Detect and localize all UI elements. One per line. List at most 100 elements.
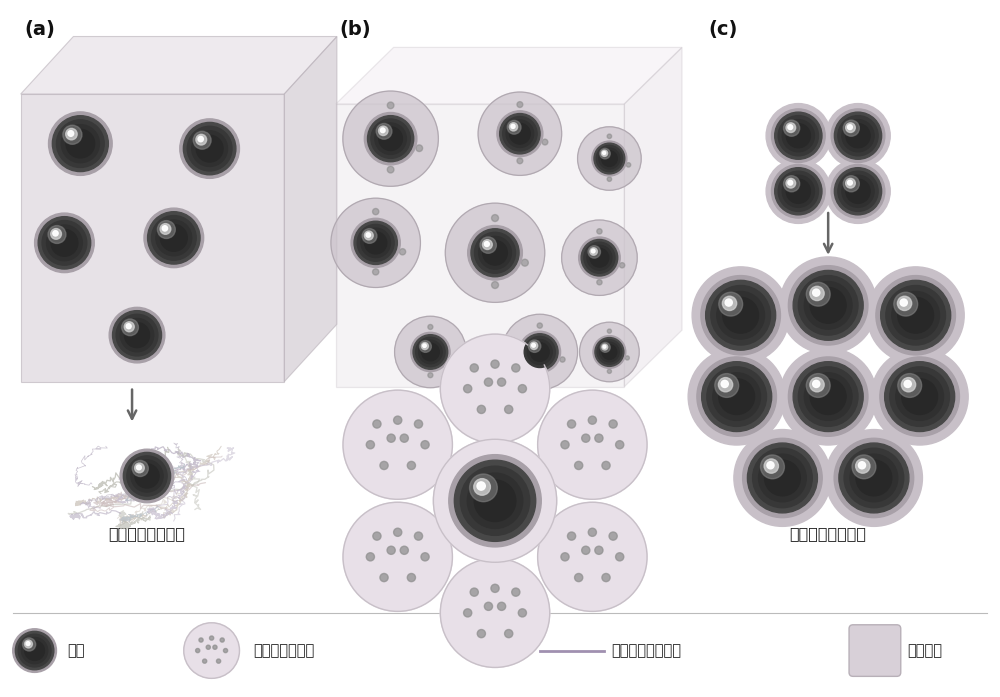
Circle shape [561,441,569,449]
Circle shape [478,92,562,176]
Circle shape [771,164,825,218]
Circle shape [778,171,818,211]
Circle shape [379,127,402,151]
Circle shape [428,325,433,330]
Circle shape [600,342,619,362]
Circle shape [407,574,415,582]
Circle shape [68,130,74,137]
Circle shape [619,263,625,268]
Circle shape [846,123,870,148]
Circle shape [885,362,955,431]
Circle shape [856,459,870,473]
Circle shape [784,176,800,192]
Circle shape [416,145,423,151]
Circle shape [157,221,175,238]
Circle shape [825,429,922,526]
Circle shape [421,342,428,350]
Circle shape [331,198,420,287]
Circle shape [881,280,951,350]
Circle shape [846,178,855,188]
Circle shape [192,131,228,167]
Circle shape [793,362,863,431]
Circle shape [196,135,207,145]
Circle shape [876,275,955,355]
Circle shape [561,553,569,561]
Circle shape [602,151,617,167]
Circle shape [798,367,858,427]
Circle shape [484,242,489,247]
Circle shape [537,374,542,379]
Circle shape [419,340,442,364]
Circle shape [834,438,914,518]
Circle shape [767,461,774,469]
Circle shape [600,148,610,159]
Polygon shape [624,47,682,387]
Circle shape [51,229,78,256]
Circle shape [784,120,800,136]
Circle shape [609,420,617,428]
Circle shape [474,480,516,521]
Circle shape [467,473,523,528]
Circle shape [753,448,812,507]
Circle shape [120,319,154,352]
Circle shape [477,482,485,490]
Circle shape [48,226,66,243]
Circle shape [160,224,171,234]
Circle shape [56,120,104,167]
Circle shape [717,291,765,339]
Circle shape [213,645,217,650]
Circle shape [848,125,852,130]
Circle shape [593,335,626,368]
Circle shape [449,454,541,547]
Circle shape [896,373,944,420]
Circle shape [806,374,830,397]
Text: 细胞包裹在组织中: 细胞包裹在组织中 [108,526,185,541]
Circle shape [414,420,423,428]
Circle shape [351,218,400,268]
Circle shape [184,623,239,678]
Circle shape [595,337,624,367]
Circle shape [413,335,448,369]
Circle shape [25,641,44,660]
Circle shape [759,454,806,502]
Circle shape [842,175,874,207]
Circle shape [483,240,507,265]
Circle shape [607,329,611,333]
Circle shape [596,146,623,171]
Circle shape [782,175,814,207]
Circle shape [510,123,530,144]
Circle shape [53,231,58,236]
Circle shape [810,286,824,300]
Circle shape [898,298,934,333]
Circle shape [51,229,61,239]
Polygon shape [21,94,284,382]
Circle shape [196,648,200,652]
Circle shape [780,348,877,445]
Circle shape [826,104,890,168]
Circle shape [464,385,472,393]
Text: (a): (a) [25,20,56,38]
Circle shape [23,638,36,651]
Circle shape [850,454,898,502]
Circle shape [180,119,239,178]
Circle shape [361,228,390,258]
Circle shape [223,648,228,652]
Circle shape [414,532,423,540]
Text: (c): (c) [709,20,738,38]
Circle shape [892,291,940,339]
Circle shape [852,455,876,479]
Circle shape [562,220,637,296]
Circle shape [602,344,617,360]
Circle shape [395,316,466,388]
Circle shape [407,461,415,470]
Circle shape [567,420,576,428]
Circle shape [364,112,417,165]
Circle shape [904,381,911,388]
Circle shape [616,441,624,449]
Circle shape [575,574,583,582]
Polygon shape [336,47,682,104]
Circle shape [524,337,555,367]
Circle shape [387,434,395,443]
Circle shape [538,390,647,499]
Circle shape [580,322,639,382]
